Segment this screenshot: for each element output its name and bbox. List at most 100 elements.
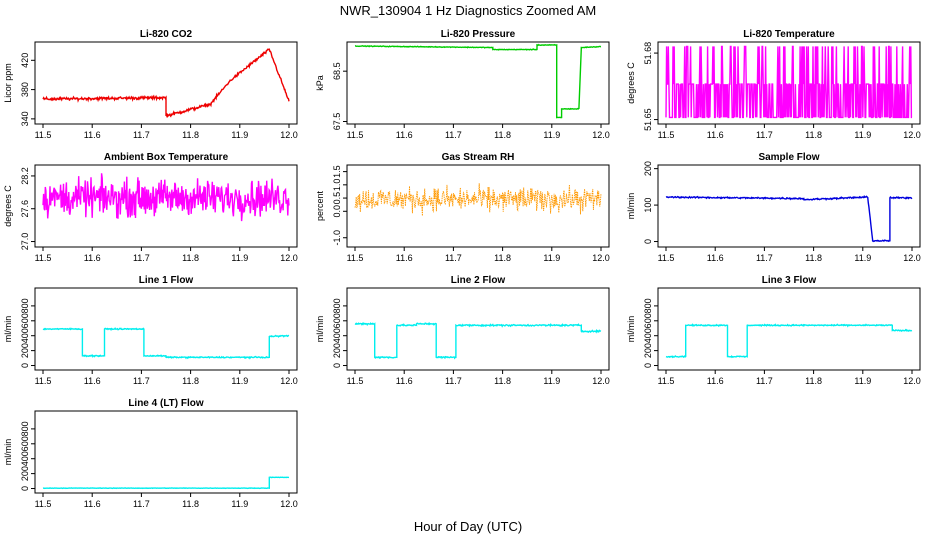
panel-title: Line 2 Flow — [451, 275, 506, 286]
y-axis-label: ml/min — [315, 316, 325, 343]
x-tick-label: 11.8 — [182, 130, 199, 140]
x-tick-label: 11.6 — [707, 253, 724, 263]
y-axis-label: ml/min — [3, 439, 13, 466]
y-tick-label: 51.68 — [643, 42, 653, 65]
y-tick-label: 800 — [332, 298, 342, 313]
panel-frame — [657, 41, 921, 125]
panel-frame — [657, 164, 921, 248]
y-axis-label: ml/min — [626, 316, 636, 343]
y-tick-label: 800 — [20, 421, 30, 436]
x-tick-label: 11.9 — [543, 130, 560, 140]
panel-frame — [34, 410, 298, 494]
panel-1: Li-820 CO2 11.5 11.6 11.7 11.8 11.9 12.0 340 380… — [3, 29, 298, 140]
y-tick-label: 51.65 — [643, 108, 653, 131]
y-tick-label: 1.0 — [332, 179, 342, 192]
x-tick-label: 11.6 — [84, 253, 101, 263]
x-tick-label: 11.5 — [35, 253, 52, 263]
x-tick-label: 11.7 — [756, 376, 773, 386]
y-tick-label: 100 — [643, 198, 653, 213]
x-tick-label: 11.5 — [658, 376, 675, 386]
y-tick-label: 800 — [643, 298, 653, 313]
x-tick-label: 12.0 — [903, 253, 921, 263]
y-axis-label: degrees C — [626, 62, 636, 104]
y-tick-label: 200 — [332, 343, 342, 358]
x-tick-label: 11.8 — [805, 130, 822, 140]
y-axis-label: ml/min — [626, 193, 636, 220]
x-tick-label: 12.0 — [280, 253, 298, 263]
x-tick-label: 11.8 — [805, 376, 822, 386]
y-tick-label: 400 — [332, 328, 342, 343]
y-tick-label: 27.0 — [20, 233, 30, 251]
x-tick-label: 11.9 — [854, 130, 871, 140]
x-tick-label: 11.7 — [445, 253, 462, 263]
panel-title: Li-820 Temperature — [743, 29, 835, 40]
y-tick-label: 68.5 — [332, 62, 342, 80]
x-tick-label: 11.9 — [543, 376, 560, 386]
figure-x-axis-label: Hour of Day (UTC) — [414, 519, 522, 534]
x-tick-label: 11.5 — [35, 376, 52, 386]
x-tick-label: 12.0 — [280, 499, 298, 509]
series-line — [665, 195, 913, 243]
x-tick-label: 11.8 — [494, 376, 511, 386]
x-tick-label: 12.0 — [280, 130, 298, 140]
y-tick-label: 0 — [643, 363, 653, 368]
x-tick-label: 11.6 — [396, 253, 413, 263]
y-tick-label: 600 — [20, 436, 30, 451]
y-axis-label: kPa — [315, 75, 325, 91]
y-tick-label: 200 — [643, 161, 653, 176]
y-tick-label: 800 — [20, 298, 30, 313]
y-tick-label: 200 — [20, 343, 30, 358]
series-line — [42, 476, 290, 490]
x-tick-label: 11.6 — [84, 130, 101, 140]
panel-frame — [346, 287, 610, 371]
panel-7: Line 1 Flow 11.5 11.6 11.7 11.8 11.9 12.0 0 2004… — [3, 275, 298, 386]
y-axis-label: percent — [315, 190, 325, 221]
x-tick-label: 11.8 — [182, 499, 199, 509]
panel-frame — [346, 164, 610, 248]
x-tick-label: 11.5 — [35, 499, 52, 509]
y-tick-label: 0 — [332, 363, 342, 368]
x-tick-label: 11.6 — [396, 376, 413, 386]
x-tick-label: 11.9 — [543, 253, 560, 263]
y-tick-label: 1.5 — [332, 165, 342, 178]
series-line — [354, 43, 602, 119]
x-tick-label: 11.7 — [133, 376, 150, 386]
x-tick-label: 11.7 — [756, 130, 773, 140]
x-tick-label: 11.7 — [756, 253, 773, 263]
x-tick-label: 11.5 — [347, 253, 364, 263]
panel-10: Line 4 (LT) Flow 11.5 11.6 11.7 11.8 11.9 12.0… — [3, 398, 298, 509]
y-tick-label: 0.5 — [332, 192, 342, 205]
panel-title: Li-820 Pressure — [441, 29, 516, 40]
x-tick-label: 11.6 — [84, 499, 101, 509]
x-tick-label: 11.9 — [231, 376, 248, 386]
x-tick-label: 11.6 — [707, 130, 724, 140]
x-tick-label: 11.8 — [494, 130, 511, 140]
panel-title: Ambient Box Temperature — [104, 152, 229, 163]
x-tick-label: 11.9 — [231, 130, 248, 140]
x-tick-label: 11.8 — [805, 253, 822, 263]
panel-frame — [34, 41, 298, 125]
y-tick-label: 420 — [20, 53, 30, 68]
x-tick-label: 12.0 — [592, 253, 610, 263]
x-tick-label: 11.5 — [35, 130, 52, 140]
x-tick-label: 11.9 — [854, 376, 871, 386]
series-line — [354, 321, 602, 360]
panel-8: Line 2 Flow 11.5 11.6 11.7 11.8 11.9 12.0 0 2004… — [315, 275, 610, 386]
x-tick-label: 11.8 — [182, 376, 199, 386]
x-tick-label: 11.5 — [347, 130, 364, 140]
y-tick-label: 28.2 — [20, 167, 30, 185]
panel-title: Line 4 (LT) Flow — [128, 398, 204, 409]
y-tick-label: 27.6 — [20, 200, 30, 218]
x-tick-label: 11.6 — [84, 376, 101, 386]
y-tick-label: 600 — [20, 313, 30, 328]
y-tick-label: 600 — [643, 313, 653, 328]
y-tick-label: 0 — [20, 363, 30, 368]
series-line — [354, 183, 602, 216]
x-tick-label: 11.7 — [133, 499, 150, 509]
x-tick-label: 12.0 — [903, 376, 921, 386]
panel-title: Gas Stream RH — [442, 152, 515, 163]
x-tick-label: 11.8 — [182, 253, 199, 263]
panel-9: Line 3 Flow 11.5 11.6 11.7 11.8 11.9 12.0 0 2004… — [626, 275, 921, 386]
x-tick-label: 11.5 — [658, 253, 675, 263]
